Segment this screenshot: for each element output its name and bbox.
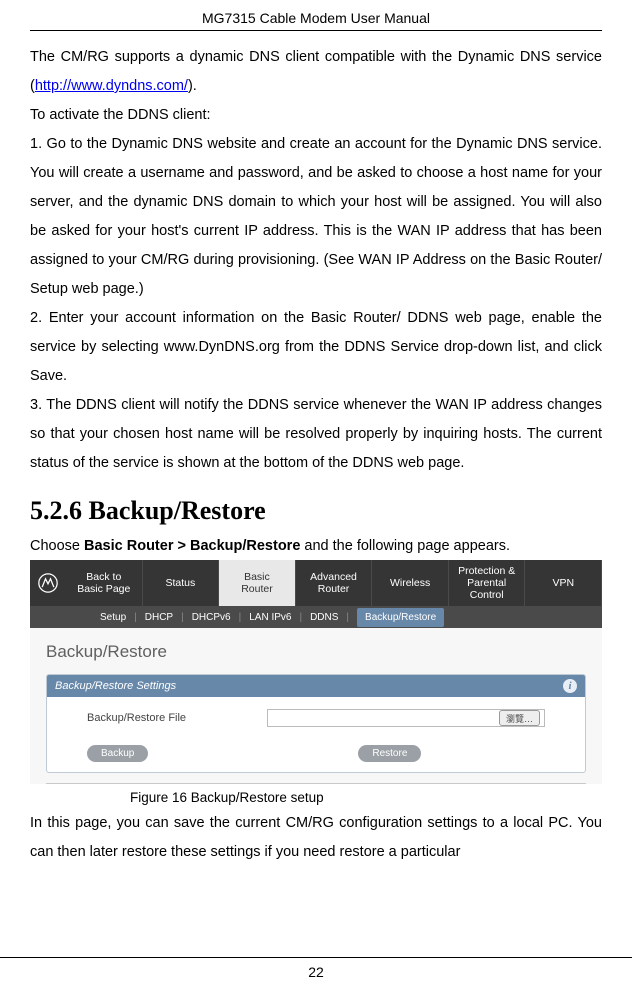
intro-suffix: ). — [188, 78, 197, 94]
subtab-setup[interactable]: Setup — [100, 612, 126, 623]
nav-top: Back to Basic Page Status Basic Router A… — [30, 560, 602, 606]
subtab-ddns[interactable]: DDNS — [310, 612, 338, 623]
restore-button[interactable]: Restore — [358, 745, 421, 762]
page-footer: 22 — [0, 957, 632, 980]
subtab-backup-restore[interactable]: Backup/Restore — [357, 608, 444, 627]
panel-title: Backup/Restore Settings — [55, 680, 176, 692]
nav-sub: Setup| DHCP| DHCPv6| LAN IPv6| DDNS| Bac… — [30, 606, 602, 628]
screenshot-body: Backup/Restore Backup/Restore Settings i… — [30, 628, 602, 783]
figure-caption: Figure 16 Backup/Restore setup — [130, 790, 602, 805]
choose-prefix: Choose — [30, 538, 84, 554]
choose-bold: Basic Router > Backup/Restore — [84, 538, 300, 554]
choose-suffix: and the following page appears. — [300, 538, 510, 554]
tab-basic-router[interactable]: Basic Router — [219, 560, 296, 606]
intro-paragraph: The CM/RG supports a dynamic DNS client … — [30, 43, 602, 101]
browse-button[interactable]: 瀏覽… — [499, 710, 540, 726]
tab-advanced-router[interactable]: Advanced Router — [296, 560, 373, 606]
section-heading: 5.2.6 Backup/Restore — [30, 496, 602, 526]
tab-wireless[interactable]: Wireless — [372, 560, 449, 606]
subtab-lanipv6[interactable]: LAN IPv6 — [249, 612, 291, 623]
doc-header: MG7315 Cable Modem User Manual — [30, 10, 602, 31]
step-3: 3. The DDNS client will notify the DDNS … — [30, 391, 602, 478]
activate-line: To activate the DDNS client: — [30, 101, 602, 130]
file-label: Backup/Restore File — [87, 712, 267, 724]
panel-header: Backup/Restore Settings i — [47, 675, 585, 697]
choose-line: Choose Basic Router > Backup/Restore and… — [30, 538, 602, 554]
tab-back-to-basic[interactable]: Back to Basic Page — [66, 560, 143, 606]
backup-restore-screenshot: Back to Basic Page Status Basic Router A… — [30, 560, 602, 784]
subtab-dhcpv6[interactable]: DHCPv6 — [192, 612, 231, 623]
after-figure-text: In this page, you can save the current C… — [30, 809, 602, 867]
file-input[interactable]: 瀏覽… — [267, 709, 545, 727]
subtab-dhcp[interactable]: DHCP — [145, 612, 173, 623]
step-2: 2. Enter your account information on the… — [30, 304, 602, 391]
button-row: Backup Restore — [47, 739, 585, 772]
tab-protection[interactable]: Protection & Parental Control — [449, 560, 526, 606]
file-row: Backup/Restore File 瀏覽… — [47, 697, 585, 739]
dyndns-link[interactable]: http://www.dyndns.com/ — [35, 78, 188, 94]
screenshot-hr — [46, 783, 586, 784]
step-1: 1. Go to the Dynamic DNS website and cre… — [30, 130, 602, 304]
tab-status[interactable]: Status — [143, 560, 220, 606]
settings-panel: Backup/Restore Settings i Backup/Restore… — [46, 674, 586, 773]
backup-button[interactable]: Backup — [87, 745, 148, 762]
page: MG7315 Cable Modem User Manual The CM/RG… — [0, 0, 632, 992]
tab-vpn[interactable]: VPN — [525, 560, 602, 606]
motorola-logo-icon — [30, 560, 66, 606]
info-icon[interactable]: i — [563, 679, 577, 693]
screenshot-page-title: Backup/Restore — [46, 642, 586, 662]
